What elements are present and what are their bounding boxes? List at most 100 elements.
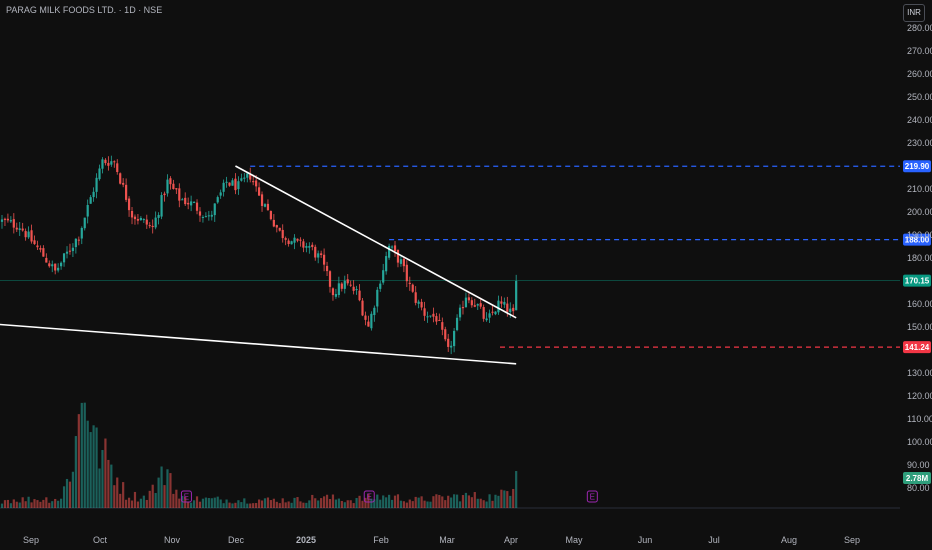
candle-body — [252, 181, 255, 183]
volume-bar — [74, 436, 77, 508]
volume-bar — [249, 503, 252, 508]
volume-bar — [376, 494, 379, 508]
volume-bar — [71, 471, 75, 508]
volume-bar — [86, 420, 89, 508]
volume-bar — [317, 500, 320, 508]
candle-body — [308, 246, 311, 248]
volume-bar — [216, 496, 219, 508]
volume-bar — [68, 481, 72, 508]
candle-body — [234, 178, 237, 191]
candle-body — [222, 182, 225, 192]
earnings-marker[interactable] — [363, 490, 375, 503]
candle-body — [110, 161, 113, 165]
price-levels — [0, 165, 900, 348]
time-axis[interactable]: Sep Oct Nov Dec 2025 Feb Mar Apr May Jun Jul Aug Sep — [23, 535, 860, 545]
candle-body — [364, 315, 367, 320]
volume-bar — [367, 493, 370, 508]
lower-trendline[interactable] — [0, 322, 517, 365]
candle-body — [373, 307, 376, 316]
volume-bar — [305, 502, 308, 508]
candle-body — [15, 227, 18, 230]
candle-body — [438, 319, 441, 321]
volume-bar — [497, 495, 500, 508]
volume-bar — [9, 503, 12, 508]
price-tick-label: 120.00 — [907, 391, 932, 401]
volume-bar — [127, 497, 131, 508]
candle-body — [237, 181, 240, 190]
volume-bar — [98, 468, 101, 508]
volume-bar — [122, 482, 125, 508]
volume-bar — [116, 477, 119, 508]
volume-bar — [438, 494, 441, 508]
currency-selector[interactable]: INR — [903, 4, 925, 22]
price-tick-label: 110.00 — [907, 414, 932, 424]
volume-bar — [278, 503, 281, 508]
candle-body — [399, 259, 403, 264]
volume-bar — [352, 503, 355, 508]
candle-body — [317, 253, 320, 258]
candle-body — [187, 202, 190, 205]
volume-bar — [399, 500, 403, 508]
candle-body — [396, 249, 400, 263]
time-tick-label: Aug — [781, 535, 797, 545]
candle-body — [379, 283, 382, 289]
candle-body — [311, 244, 314, 247]
candle-body — [163, 193, 166, 196]
volume-bar — [136, 501, 140, 508]
volume-bar — [92, 425, 95, 508]
earnings-marker[interactable] — [586, 490, 598, 503]
volume-bar — [12, 499, 15, 508]
candle-body — [157, 214, 160, 218]
candle-body — [447, 338, 450, 347]
volume-bar — [435, 494, 438, 508]
volume-bar — [255, 503, 258, 508]
upper-trendline[interactable] — [235, 165, 517, 319]
earnings-marker[interactable] — [180, 490, 192, 503]
volume-bar — [3, 500, 7, 508]
volume-bar — [39, 501, 42, 508]
volume-bar — [334, 499, 338, 508]
trendlines[interactable] — [0, 165, 517, 365]
candle-body — [101, 159, 104, 169]
candle-body — [476, 304, 479, 306]
volume-bar — [178, 498, 181, 508]
volume-bar — [314, 498, 317, 508]
price-axis[interactable]: 219.90 188.00 170.15 141.24 2.78M 280.00 270.0… — [903, 23, 932, 493]
volume-bar — [33, 499, 36, 508]
earnings-marker-label: E — [184, 493, 189, 502]
candle-body — [305, 246, 308, 248]
volume-bar — [133, 491, 137, 508]
candle-body — [246, 173, 249, 178]
time-tick-label: Jul — [708, 535, 720, 545]
candle-body — [60, 262, 63, 267]
candle-body — [423, 308, 426, 316]
candle-body — [166, 179, 169, 194]
candle-body — [74, 238, 77, 248]
volume-bar — [500, 489, 503, 508]
volume-bar — [252, 503, 255, 508]
volume-bar — [60, 498, 63, 508]
candle-body — [420, 301, 423, 308]
volume-bar — [163, 485, 166, 508]
volume-bar — [210, 498, 213, 508]
candle-body — [228, 182, 231, 186]
candle-body — [343, 280, 346, 289]
candle-body — [458, 307, 462, 318]
candle-body — [62, 253, 66, 263]
candle-body — [272, 219, 275, 227]
time-tick-label: Sep — [23, 535, 39, 545]
volume-bar — [225, 499, 228, 508]
candle-body — [151, 225, 154, 228]
candle-body — [453, 330, 456, 347]
candle-body — [269, 211, 273, 220]
candle-body — [12, 219, 15, 228]
time-tick-label: Jun — [638, 535, 653, 545]
candle-body — [95, 177, 98, 192]
volume-bar — [281, 498, 284, 508]
candle-body — [470, 300, 473, 306]
level-badge-support — [903, 341, 931, 354]
volume-bar — [190, 502, 193, 508]
candle-body — [42, 248, 45, 257]
